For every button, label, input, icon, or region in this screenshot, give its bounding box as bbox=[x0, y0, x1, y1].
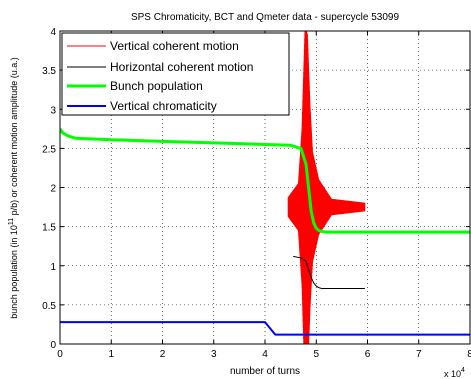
x-exponent-label: x 104 bbox=[444, 367, 465, 379]
y-tick-label: 0.5 bbox=[42, 301, 56, 312]
y-tick-label: 1.5 bbox=[42, 223, 56, 234]
y-tick-label: 2 bbox=[50, 184, 56, 195]
series-vertical-chromaticity bbox=[60, 321, 470, 336]
x-axis-label: number of turns bbox=[230, 366, 300, 377]
y-tick-label: 0 bbox=[50, 340, 56, 351]
x-tick-label: 8 bbox=[467, 349, 471, 360]
y-tick-label: 3.5 bbox=[42, 66, 56, 77]
legend-box bbox=[61, 32, 290, 116]
x-tick-label: 2 bbox=[160, 349, 166, 360]
y-label-pre: bunch population (in 10 bbox=[9, 225, 19, 319]
legend-label-bunch-population: Bunch population bbox=[110, 79, 203, 93]
y-tick-label: 3 bbox=[50, 105, 56, 116]
x-tick-label: 4 bbox=[262, 349, 268, 360]
y-label-post: p/b) or coherent motion amplitude (u.a.) bbox=[9, 57, 19, 218]
y-axis-label: bunch population (in 1011 p/b) or cohere… bbox=[8, 57, 19, 318]
legend-label-vertical-chromaticity: Vertical chromaticity bbox=[110, 99, 217, 113]
x-exponent-base: x 10 bbox=[444, 369, 461, 379]
chart-title: SPS Chromaticity, BCT and Qmeter data - … bbox=[131, 12, 400, 23]
x-tick-label: 6 bbox=[365, 349, 371, 360]
series-layer bbox=[60, 31, 470, 344]
legend: Vertical coherent motion Horizontal cohe… bbox=[61, 32, 290, 116]
x-tick-label: 5 bbox=[313, 349, 319, 360]
series-horizontal-coherent-motion bbox=[293, 255, 365, 289]
series-bunch-population bbox=[60, 127, 470, 234]
x-tick-label: 3 bbox=[211, 349, 217, 360]
legend-label-vertical-coherent-motion: Vertical coherent motion bbox=[110, 39, 239, 53]
y-tick-label: 4 bbox=[50, 27, 56, 38]
axis-ticks: 0 1 2 3 4 5 6 7 8 0 0.5 1 1.5 2 2.5 3 3.5 4 bbox=[42, 27, 471, 360]
y-tick-label: 2.5 bbox=[42, 144, 56, 155]
legend-label-horizontal-coherent-motion: Horizontal coherent motion bbox=[110, 60, 253, 74]
y-tick-label: 1 bbox=[50, 262, 56, 273]
x-tick-label: 1 bbox=[108, 349, 114, 360]
y-label-sup: 11 bbox=[8, 218, 15, 225]
x-tick-label: 0 bbox=[57, 349, 63, 360]
x-tick-label: 7 bbox=[416, 349, 422, 360]
series-vertical-coherent-motion bbox=[287, 31, 366, 344]
x-exponent-power: 4 bbox=[461, 367, 465, 374]
